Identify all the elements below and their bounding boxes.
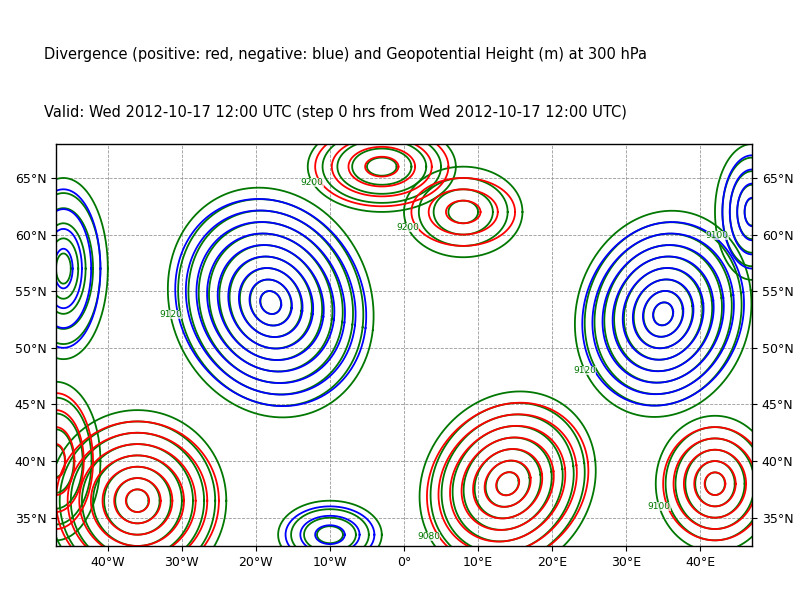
Text: 9120: 9120 [574,366,596,375]
Text: 9200: 9200 [396,223,419,232]
Text: 9200: 9200 [301,178,324,187]
Text: 9100: 9100 [648,502,671,511]
Text: 9120: 9120 [159,310,182,319]
Text: Divergence (positive: red, negative: blue) and Geopotential Height (m) at 300 hP: Divergence (positive: red, negative: blu… [44,47,647,62]
Text: 9100: 9100 [706,230,729,239]
Text: Valid: Wed 2012-10-17 12:00 UTC (step 0 hrs from Wed 2012-10-17 12:00 UTC): Valid: Wed 2012-10-17 12:00 UTC (step 0 … [44,105,627,120]
Text: 9080: 9080 [418,532,441,541]
